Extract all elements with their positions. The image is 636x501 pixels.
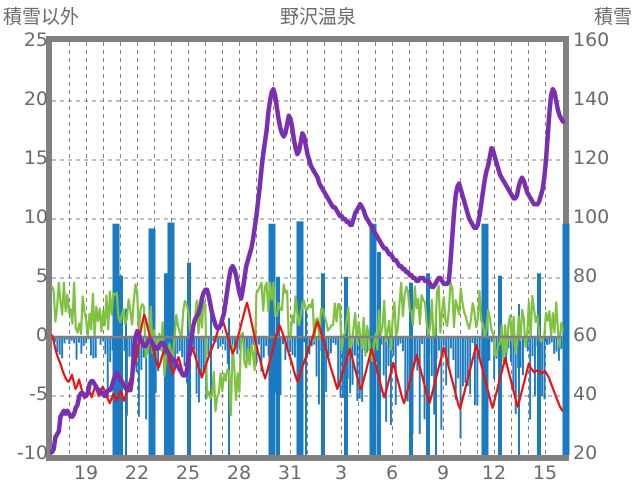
y-axis-left-tick: 25 <box>23 29 48 51</box>
chart-title: 野沢温泉 <box>279 6 356 28</box>
y-axis-left-tick: -10 <box>16 442 48 464</box>
y-axis-right-tick: 60 <box>573 324 598 346</box>
y-axis-right-tick: 160 <box>573 29 610 51</box>
axis-frame-left <box>46 36 52 461</box>
y-axis-left-tick: 0 <box>35 324 48 346</box>
x-axis-tick: 9 <box>436 462 450 484</box>
y-axis-left-tick: 10 <box>23 206 48 228</box>
x-axis-tick: 22 <box>124 462 150 484</box>
y-axis-right-tick: 100 <box>573 206 610 228</box>
y-axis-right-tick: 80 <box>573 265 598 287</box>
y-axis-left-tick: 20 <box>23 88 48 110</box>
y-axis-right-tick: 40 <box>573 383 598 405</box>
x-axis-tick: 15 <box>532 462 558 484</box>
y-axis-right-tick: 120 <box>573 147 610 169</box>
x-axis-tick: 31 <box>277 462 303 484</box>
wind-line <box>50 281 565 417</box>
y-axis-left-tick: -5 <box>29 383 48 405</box>
y-axis-left-tick: 15 <box>23 147 48 169</box>
x-axis-tick: 6 <box>385 462 399 484</box>
max-temp-line <box>50 301 564 412</box>
x-axis-tick: 28 <box>226 462 252 484</box>
x-axis-tick: 25 <box>175 462 201 484</box>
y-axis-right-tick: 140 <box>573 88 610 110</box>
right-axis-title: 積雪 <box>593 6 632 28</box>
axis-frame-top <box>46 36 569 42</box>
axis-frame-bottom <box>46 455 569 461</box>
snow-depth-line <box>49 86 566 455</box>
y-axis-right-tick: 20 <box>573 442 598 464</box>
x-axis-tick: 12 <box>481 462 507 484</box>
left-axis-title: 積雪以外 <box>3 6 80 28</box>
x-axis-tick: 3 <box>334 462 348 484</box>
y-axis-left-tick: 5 <box>35 265 48 287</box>
x-axis-tick: 19 <box>73 462 99 484</box>
